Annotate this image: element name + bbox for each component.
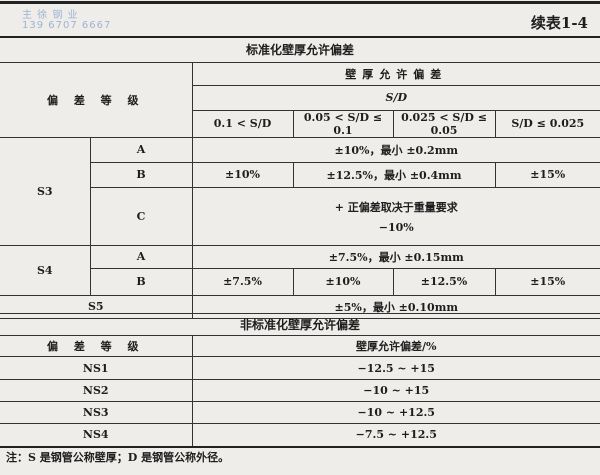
nonstandard-title: 非标准化壁厚允许偏差 — [0, 313, 600, 336]
s4-b-value: ±7.5% — [191, 267, 294, 296]
watermark-phone: 139 6707 6667 — [22, 20, 112, 31]
s3-c-line1: + 正偏差取决于重量要求 — [334, 200, 458, 214]
subgrade-c: C — [90, 186, 193, 246]
s3-b-value: ±12.5%，最小 ±0.4mm — [292, 161, 496, 188]
ratio-header: S/D — [192, 84, 600, 111]
ns-value: −7.5 ~ +12.5 — [191, 423, 600, 448]
ns-value: −10 ~ +12.5 — [191, 401, 600, 424]
s4-b-value: ±12.5% — [392, 267, 496, 296]
subgrade-a: A — [89, 136, 193, 163]
table-top-rule — [0, 36, 600, 38]
range-header: S/D ≤ 0.025 — [494, 109, 600, 138]
grade-s3: S3 — [0, 136, 91, 246]
table-row: NS3 −10 ~ +12.5 — [0, 401, 600, 424]
ns-tolerance-header: 壁厚允许偏差/% — [191, 335, 600, 357]
standard-tolerance-table: 标准化壁厚允许偏差 偏 差 等 级 壁厚允许偏差 S/D 0.1 < S/D 0… — [0, 38, 600, 319]
standard-title: 标准化壁厚允许偏差 — [0, 38, 600, 63]
nonstandard-tolerance-table: 非标准化壁厚允许偏差 偏 差 等 级 壁厚允许偏差/% NS1 −12.5 ~ +… — [0, 313, 600, 448]
s4-a-value: ±7.5%，最小 ±0.15mm — [191, 244, 600, 269]
footnote: 注：S 是钢管公称壁厚；D 是钢管公称外径。 — [6, 451, 230, 464]
table-row: NS2 −10 ~ +15 — [0, 379, 600, 402]
tolerance-header: 壁厚允许偏差 — [191, 61, 600, 86]
grade-s4: S4 — [0, 244, 91, 296]
ns-grade: NS3 — [0, 401, 193, 424]
top-rule — [0, 1, 600, 4]
grade-header: 偏 差 等 级 — [0, 61, 193, 138]
table-number: 续表1-4 — [530, 14, 588, 32]
s4-b-value: ±10% — [292, 267, 394, 296]
s3-b-value: ±15% — [494, 161, 600, 188]
s3-c-value: + 正偏差取决于重量要求 −10% — [191, 186, 600, 246]
s4-b-value: ±15% — [494, 267, 600, 296]
s3-c-line2: −10% — [378, 220, 414, 234]
s3-b-value: ±10% — [191, 161, 294, 188]
table-row: NS4 −7.5 ~ +12.5 — [0, 423, 600, 448]
subgrade-b: B — [90, 267, 193, 296]
ns-grade-header: 偏 差 等 级 — [0, 335, 193, 357]
ns-grade: NS1 — [0, 356, 193, 380]
s3-a-value: ±10%，最小 ±0.2mm — [191, 136, 600, 163]
range-header: 0.1 < S/D — [192, 109, 294, 138]
ns-value: −10 ~ +15 — [191, 379, 600, 402]
subgrade-b: B — [90, 161, 193, 188]
table-row: NS1 −12.5 ~ +15 — [0, 356, 600, 380]
subgrade-a: A — [89, 244, 193, 269]
watermark-company: 主 徐 钢 业 — [22, 10, 79, 21]
range-header: 0.025 < S/D ≤ 0.05 — [392, 109, 496, 138]
ns-grade: NS4 — [0, 423, 193, 448]
ns-value: −12.5 ~ +15 — [191, 356, 600, 380]
ns-grade: NS2 — [0, 379, 193, 402]
range-header: 0.05 < S/D ≤ 0.1 — [292, 109, 394, 138]
